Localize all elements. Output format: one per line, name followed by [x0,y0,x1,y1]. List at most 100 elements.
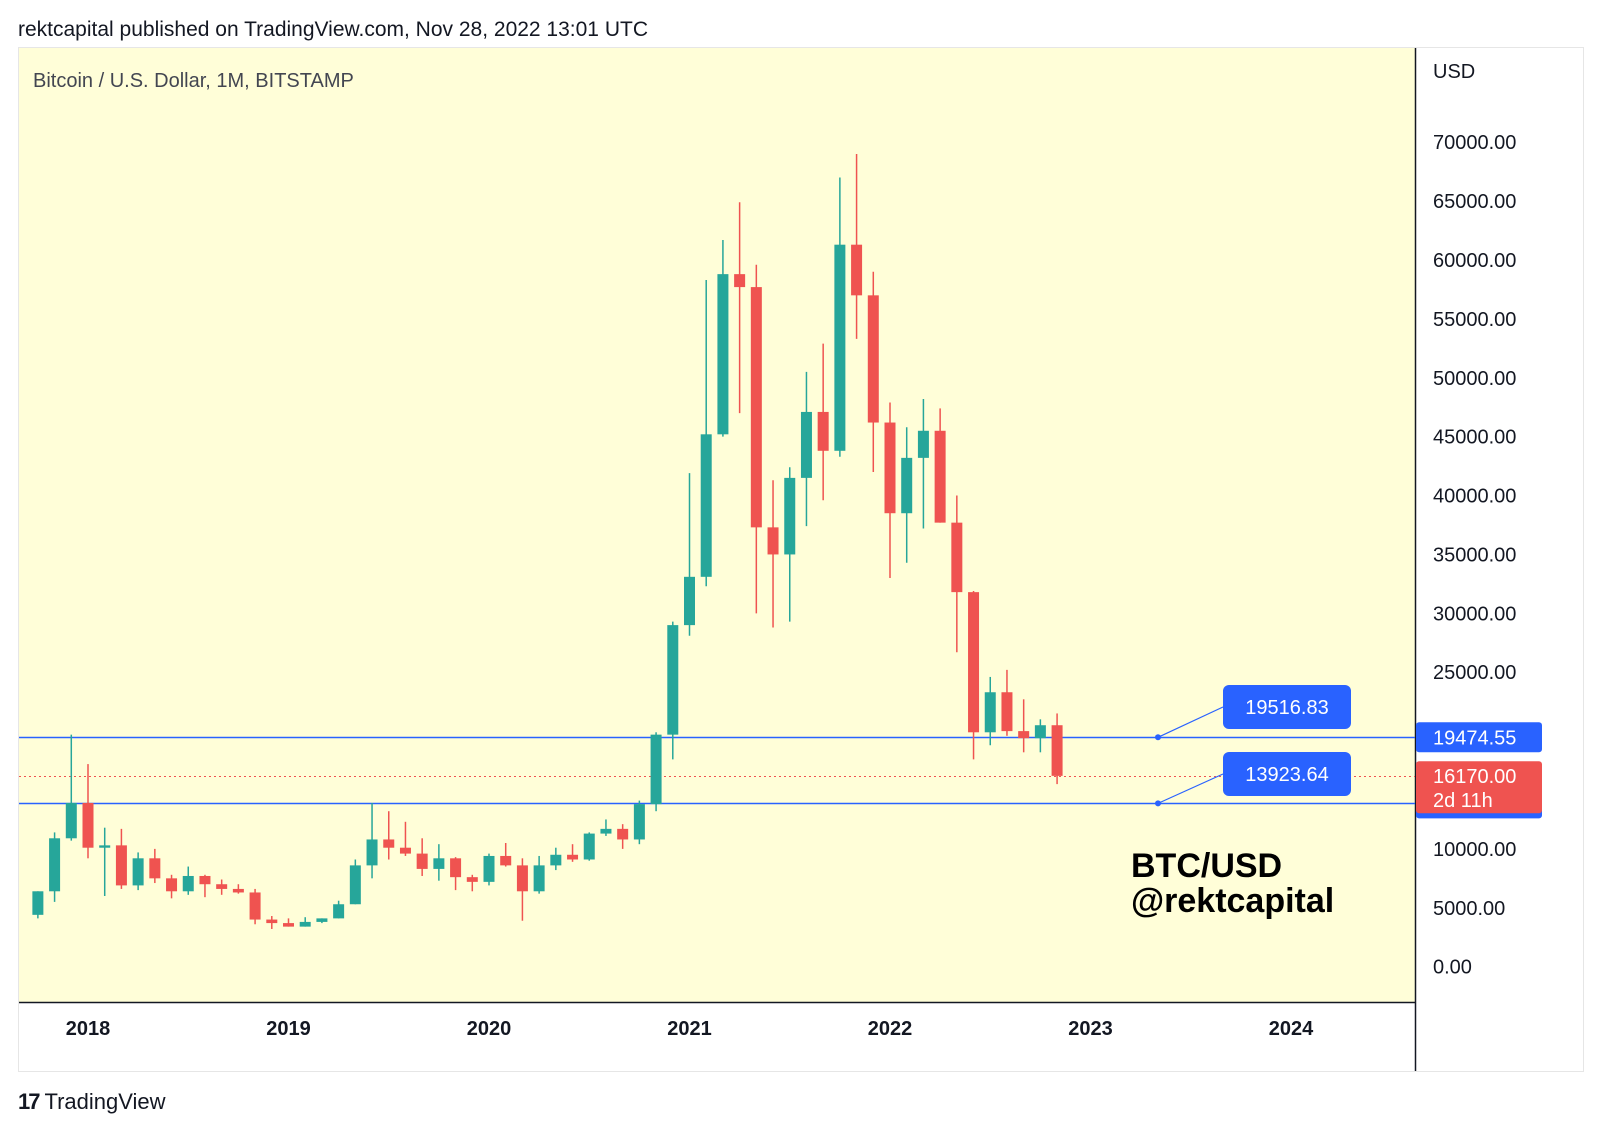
candle-body [684,576,695,626]
candle-2019-04 [333,900,345,919]
candle-body [433,858,445,869]
candle-body [884,422,896,514]
candle-2019-09 [416,838,428,876]
candle-body [1051,725,1063,776]
candle-body [600,828,612,834]
candle-2020-04 [533,855,545,894]
candle-2020-02 [500,843,512,867]
candle-body [349,865,361,905]
candle-2018-09 [216,879,228,895]
candle-2018-02 [99,827,111,896]
candle-2018-01 [82,764,94,859]
candle-body [450,858,462,878]
candle-body [166,878,178,892]
y-axis-unit: USD [1433,61,1475,83]
candle-body [968,592,980,733]
annotation-handle: @rektcapital [1131,882,1334,920]
y-tick-label-4: 30000.00 [1433,603,1516,625]
y-tick-label-0: 0.00 [1433,957,1472,979]
candle-body [216,884,228,889]
candle-body [867,295,879,423]
x-tick-label-2019: 2019 [266,1018,311,1040]
chart-frame: Bitcoin / U.S. Dollar, 1M, BITSTAMP USD … [18,47,1584,1072]
y-tick-label-8: 50000.00 [1433,368,1516,390]
candle-body [617,828,629,840]
candle-body [199,875,211,885]
candle-2022-03 [917,398,929,529]
candle-body [249,892,261,920]
candle-body [750,287,762,528]
candle-body [65,802,77,839]
candle-2019-02 [299,917,311,927]
x-axis-ticks: 2018 2019 2020 2021 2022 2023 2024 [66,1018,1314,1040]
candle-2017-12 [65,734,77,841]
y-tick-label-10: 60000.00 [1433,250,1516,272]
candle-body [834,244,846,451]
candle-body [383,839,395,848]
x-tick-label-2018: 2018 [66,1018,111,1040]
candle-2022-10 [1034,719,1046,753]
candle-2022-09 [1018,699,1030,753]
y-tick-label-9: 55000.00 [1433,309,1516,331]
candle-body [266,919,278,924]
candle-body [1034,725,1046,739]
candle-body [99,845,111,848]
candle-body [32,891,44,915]
btc-monthly-chart[interactable]: Bitcoin / U.S. Dollar, 1M, BITSTAMP USD … [19,48,1583,1071]
y-tick-label-7: 45000.00 [1433,427,1516,449]
callout-value-0: 19516.83 [1245,697,1328,719]
candle-2019-08 [399,821,411,856]
candle-body [984,692,996,733]
candle-2020-03 [516,858,528,921]
candle-2022-04 [934,408,946,523]
candle-body [533,865,545,892]
level-lines [19,736,1415,805]
axis-level-value-0: 19474.55 [1433,727,1516,749]
candle-body [132,858,144,886]
candle-body [917,430,929,458]
x-tick-label-2022: 2022 [868,1018,913,1040]
candle-body [700,434,712,577]
candle-2019-03 [316,918,328,924]
candle-body [232,888,244,893]
candle-2018-07 [182,866,194,895]
candle-body [784,477,796,555]
candle-body [182,875,194,892]
candle-2022-08 [1001,669,1013,736]
candle-2022-02 [901,427,913,563]
y-tick-label-12: 70000.00 [1433,132,1516,154]
candle-2020-05 [550,847,562,871]
candle-body [333,904,345,919]
level-callouts: 19516.83 13923.64 [1155,685,1351,807]
x-tick-label-2024: 2024 [1269,1018,1314,1040]
candle-body [299,921,311,927]
candle-2019-07 [383,811,395,860]
callout-anchor-1[interactable] [1155,800,1161,807]
candle-body [667,625,679,735]
candle-body [817,411,829,451]
candle-2021-11 [851,154,863,339]
x-tick-label-2023: 2023 [1068,1018,1113,1040]
current-price-badge [1416,761,1542,814]
candle-2021-08 [800,371,812,527]
y-axis-ticks: 0.00 5000.00 10000.00 25000.00 30000.00 35000… [1433,132,1516,978]
candle-2018-05 [149,848,161,884]
candles [32,154,1063,929]
y-tick-label-1: 5000.00 [1433,898,1505,920]
candle-body [399,847,411,854]
candle-body [466,877,478,882]
annotation-pair: BTC/USD [1131,847,1282,885]
callout-box-0[interactable] [1223,685,1351,729]
candle-2020-06 [567,844,579,862]
callout-anchor-0[interactable] [1155,734,1161,741]
candle-body [49,838,61,892]
callout-box-1[interactable] [1223,752,1351,796]
candle-2018-06 [166,874,178,899]
candle-2018-11 [249,888,261,925]
candle-body [851,244,863,296]
candle-2017-10 [32,891,44,919]
candle-2020-12 [667,621,679,760]
candle-body [316,918,328,922]
candle-2020-01 [483,853,495,886]
